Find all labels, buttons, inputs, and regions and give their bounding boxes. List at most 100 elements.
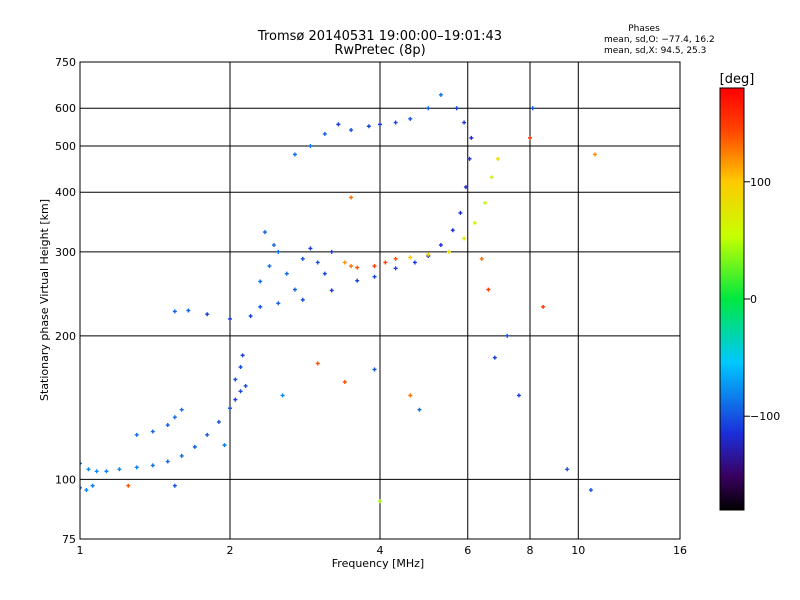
data-point: [134, 465, 139, 470]
data-point: [495, 156, 500, 161]
data-point: [366, 124, 371, 129]
data-point: [267, 264, 272, 269]
y-axis-label: Stationary phase Virtual Height [km]: [38, 199, 51, 401]
data-point: [258, 304, 263, 309]
data-point: [228, 316, 232, 321]
data-point: [349, 264, 354, 269]
data-point: [280, 393, 285, 398]
data-point: [469, 135, 474, 140]
data-point: [378, 122, 382, 127]
data-point: [104, 469, 109, 474]
y-tick-label: 300: [55, 246, 76, 259]
y-tick-label: 200: [55, 330, 76, 343]
data-point: [80, 461, 82, 466]
data-point: [463, 185, 468, 190]
data-point: [315, 361, 320, 366]
data-point: [300, 297, 305, 302]
data-point: [372, 367, 377, 372]
data-point: [486, 287, 491, 292]
data-point: [492, 355, 497, 360]
data-point: [90, 483, 95, 488]
data-point: [292, 152, 297, 157]
y-tick-label: 100: [55, 473, 76, 486]
data-point: [126, 483, 131, 488]
data-point: [179, 407, 184, 412]
data-point: [192, 444, 197, 449]
data-point: [292, 287, 297, 292]
x-tick-label: 2: [227, 544, 234, 557]
data-point: [408, 255, 413, 260]
data-point: [322, 131, 327, 136]
x-tick-label: 1: [77, 544, 84, 557]
data-point: [222, 443, 227, 448]
phases-x-line: mean, sd,X: 94.5, 25.3: [604, 46, 706, 56]
data-point: [417, 407, 422, 412]
data-point: [408, 393, 413, 398]
data-point: [372, 264, 377, 269]
data-point: [308, 143, 313, 148]
data-point: [165, 423, 170, 428]
data-point: [355, 265, 360, 270]
data-point: [393, 266, 398, 271]
data-point: [322, 271, 327, 276]
data-point: [80, 485, 82, 490]
data-point: [505, 333, 510, 338]
data-points: [80, 92, 597, 504]
data-point: [467, 156, 472, 161]
data-point: [426, 106, 431, 111]
data-point: [516, 393, 521, 398]
data-point: [349, 195, 354, 200]
data-point: [378, 499, 382, 504]
data-point: [205, 432, 210, 437]
x-tick-labels: 1 2 4 6 8 10 16: [77, 544, 688, 557]
y-tick-label: 500: [55, 140, 76, 153]
data-point: [329, 249, 334, 254]
data-point: [530, 106, 535, 111]
data-point: [483, 200, 488, 205]
data-point: [233, 397, 238, 402]
data-point: [489, 175, 494, 180]
data-point: [248, 314, 253, 319]
y-tick-label: 400: [55, 186, 76, 199]
data-point: [240, 353, 245, 358]
data-point: [94, 469, 99, 474]
data-point: [205, 312, 210, 317]
data-point: [329, 288, 334, 293]
data-point: [342, 380, 347, 385]
data-point: [172, 415, 177, 420]
data-point: [393, 256, 398, 261]
x-axis-label: Frequency [MHz]: [332, 557, 424, 570]
colorbar-tick-label: −100: [750, 410, 780, 423]
data-point: [349, 128, 354, 133]
data-point: [393, 120, 398, 125]
x-tick-label: 6: [464, 544, 471, 557]
plot-frame: [79, 61, 681, 540]
y-tick-labels: 75 100 200 300 400 500 600 750: [55, 56, 76, 546]
data-point: [228, 406, 232, 411]
data-point: [165, 459, 170, 464]
data-point: [186, 308, 191, 313]
colorbar: [719, 87, 745, 511]
data-point: [262, 230, 267, 235]
data-point: [450, 228, 455, 233]
data-point: [472, 220, 477, 225]
data-point: [412, 260, 417, 265]
data-point: [276, 301, 281, 306]
data-point: [300, 256, 305, 261]
data-point: [446, 249, 451, 254]
data-point: [372, 274, 377, 279]
y-tick-label: 600: [55, 102, 76, 115]
phases-heading: Phases: [628, 24, 660, 34]
data-point: [565, 467, 570, 472]
data-point: [315, 260, 320, 265]
data-point: [438, 243, 443, 248]
data-point: [592, 152, 597, 157]
data-point: [438, 92, 443, 97]
data-point: [308, 246, 313, 251]
data-point: [150, 463, 155, 468]
grid: [80, 62, 680, 539]
data-point: [172, 309, 177, 314]
data-point: [238, 389, 243, 394]
data-point: [408, 116, 413, 121]
phases-o-line: mean, sd,O: −77.4, 16.2: [604, 35, 715, 45]
